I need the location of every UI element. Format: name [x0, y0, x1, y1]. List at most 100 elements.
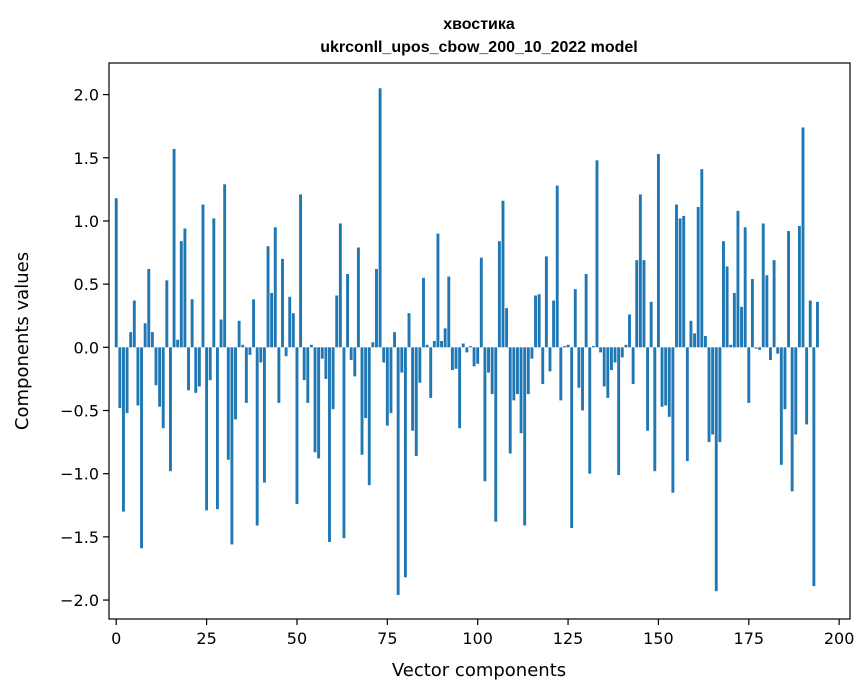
bar-169 — [725, 266, 729, 348]
bar-166 — [714, 347, 718, 592]
bar-75 — [385, 347, 389, 426]
x-tick-label-150: 150 — [643, 629, 674, 648]
bar-6 — [136, 347, 140, 406]
bar-28 — [215, 347, 219, 510]
bar-59 — [328, 347, 331, 542]
bar-173 — [740, 306, 744, 348]
bar-3 — [125, 347, 129, 414]
bar-14 — [165, 280, 169, 348]
bar-136 — [606, 347, 610, 398]
bar-148 — [649, 301, 653, 348]
bar-135 — [602, 347, 606, 387]
bar-174 — [743, 227, 747, 348]
bar-29 — [219, 319, 223, 348]
bar-64 — [346, 274, 350, 348]
bar-111 — [516, 347, 519, 395]
chart-title-line1: хвостика — [443, 16, 515, 33]
bar-70 — [367, 347, 371, 486]
bar-65 — [349, 347, 353, 360]
bar-85 — [422, 277, 425, 348]
bar-12 — [158, 347, 162, 407]
bar-92 — [447, 276, 451, 348]
x-axis-ticks: 0 25 50 75 100 125 150 175 200 — [111, 619, 854, 648]
x-tick-label-75: 75 — [377, 629, 397, 648]
bar-74 — [382, 347, 386, 363]
bar-184 — [779, 347, 783, 465]
bar-56 — [317, 347, 321, 459]
bar-96 — [461, 343, 465, 348]
bar-77 — [393, 332, 396, 348]
bar-190 — [801, 127, 805, 348]
bar-154 — [671, 347, 675, 493]
bar-61 — [335, 295, 339, 348]
bar-178 — [758, 347, 762, 350]
bar-13 — [161, 347, 165, 429]
bar-7 — [140, 347, 143, 549]
bar-149 — [653, 347, 657, 472]
bar-44 — [273, 227, 277, 348]
bar-73 — [378, 88, 382, 348]
bar-25 — [205, 347, 209, 511]
bar-116 — [534, 295, 537, 348]
bar-121 — [552, 300, 556, 348]
bar-8 — [143, 323, 147, 348]
bar-183 — [776, 347, 780, 354]
bar-171 — [732, 292, 736, 348]
bar-43 — [270, 292, 274, 348]
bar-147 — [646, 347, 650, 431]
y-axis-label: Components values — [12, 252, 33, 430]
x-axis-label: Vector components — [392, 660, 566, 681]
bars-layer — [114, 88, 819, 595]
bar-114 — [526, 347, 530, 395]
bar-36 — [244, 347, 248, 403]
bar-52 — [302, 347, 306, 381]
x-tick-label-25: 25 — [196, 629, 216, 648]
bar-2 — [122, 347, 125, 512]
bar-46 — [281, 258, 284, 348]
x-tick-label-125: 125 — [553, 629, 584, 648]
bar-55 — [313, 347, 317, 453]
bar-153 — [667, 347, 671, 417]
bar-191 — [805, 347, 809, 425]
x-tick-label-50: 50 — [287, 629, 307, 648]
bar-109 — [508, 347, 512, 454]
bar-17 — [176, 339, 180, 348]
bar-108 — [505, 308, 509, 348]
bar-128 — [577, 347, 581, 388]
bar-112 — [519, 347, 523, 434]
bar-165 — [711, 347, 715, 435]
bar-26 — [208, 347, 212, 381]
bar-102 — [483, 347, 487, 482]
y-tick-label-0: −2.0 — [60, 591, 99, 610]
bar-167 — [718, 347, 722, 443]
bar-27 — [212, 218, 216, 348]
bar-163 — [703, 335, 707, 348]
bar-82 — [411, 347, 415, 431]
bar-45 — [277, 347, 281, 403]
bar-110 — [512, 347, 516, 401]
bar-150 — [656, 153, 660, 348]
bar-66 — [353, 347, 357, 377]
bar-186 — [787, 231, 790, 348]
bar-117 — [537, 294, 541, 348]
bar-58 — [324, 347, 328, 379]
bar-120 — [548, 347, 552, 372]
bar-118 — [541, 347, 545, 384]
bar-160 — [693, 333, 697, 348]
bar-62 — [338, 223, 342, 348]
bar-172 — [736, 210, 740, 348]
bar-91 — [443, 328, 447, 348]
bar-94 — [454, 347, 458, 369]
bar-100 — [476, 347, 480, 364]
bar-179 — [761, 223, 765, 348]
bar-76 — [389, 347, 393, 414]
bar-185 — [783, 347, 787, 410]
bar-69 — [364, 347, 368, 419]
bar-175 — [747, 347, 751, 403]
bar-140 — [620, 347, 624, 358]
bar-155 — [675, 204, 678, 348]
y-tick-label-1: −1.5 — [60, 528, 99, 547]
bar-189 — [797, 226, 801, 348]
